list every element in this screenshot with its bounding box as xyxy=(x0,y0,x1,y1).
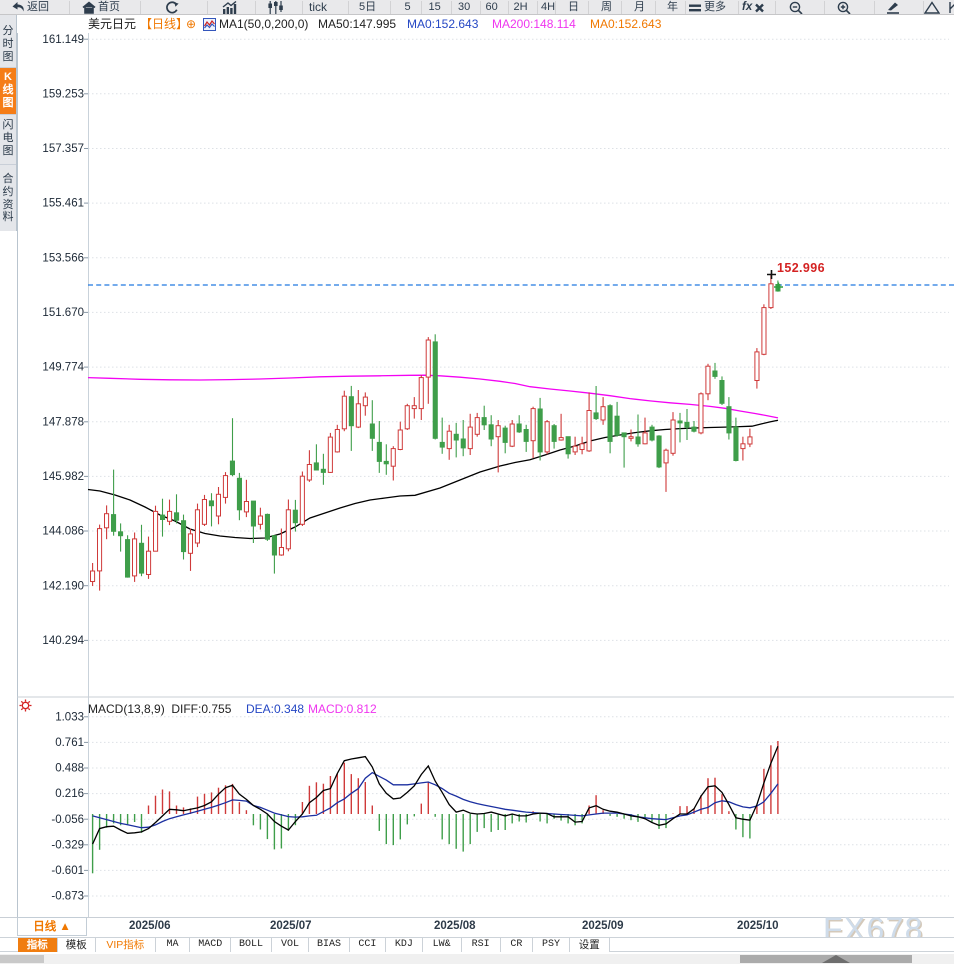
svg-text:144.086: 144.086 xyxy=(42,526,84,538)
svg-text:0.488: 0.488 xyxy=(55,763,84,775)
svg-text:0.216: 0.216 xyxy=(55,788,84,800)
svg-text:1.033: 1.033 xyxy=(55,711,84,723)
svg-text:142.190: 142.190 xyxy=(42,580,84,592)
svg-text:149.774: 149.774 xyxy=(42,362,84,374)
svg-text:-0.601: -0.601 xyxy=(51,865,84,877)
svg-text:145.982: 145.982 xyxy=(42,471,84,483)
svg-text:151.670: 151.670 xyxy=(42,307,84,319)
svg-text:161.149: 161.149 xyxy=(42,34,84,46)
svg-text:147.878: 147.878 xyxy=(42,416,84,428)
svg-text:-0.873: -0.873 xyxy=(51,891,84,903)
svg-text:140.294: 140.294 xyxy=(42,635,84,647)
svg-text:153.566: 153.566 xyxy=(42,252,84,264)
svg-text:-0.329: -0.329 xyxy=(51,839,84,851)
svg-text:0.761: 0.761 xyxy=(55,737,84,749)
svg-text:155.461: 155.461 xyxy=(42,198,84,210)
svg-text:152.996: 152.996 xyxy=(777,261,825,275)
svg-text:159.253: 159.253 xyxy=(42,88,84,100)
svg-text:-0.056: -0.056 xyxy=(51,814,84,826)
svg-text:157.357: 157.357 xyxy=(42,143,84,155)
